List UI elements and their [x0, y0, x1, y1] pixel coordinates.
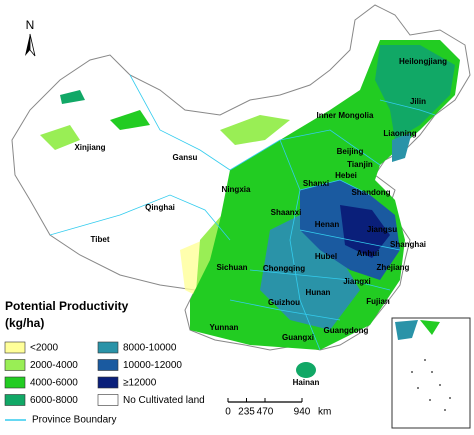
- scale-bar: 0 235 470 940 km: [225, 398, 331, 418]
- province-label: Guangdong: [324, 326, 369, 335]
- legend-swatch: [4, 394, 26, 406]
- province-label: Shanghai: [390, 240, 426, 249]
- province-label: Shanxi: [303, 179, 329, 188]
- province-label: Guangxi: [282, 333, 314, 342]
- legend-swatch: [97, 376, 119, 389]
- province-label: Shandong: [351, 188, 390, 197]
- province-label: Inner Mongolia: [317, 111, 374, 120]
- legend-label: 6000-8000: [30, 395, 78, 406]
- province-label: Hainan: [293, 378, 320, 387]
- province-label: Yunnan: [210, 323, 239, 332]
- productivity-areas: [40, 40, 460, 378]
- province-label: Liaoning: [383, 129, 416, 138]
- province-label: Tianjin: [347, 160, 373, 169]
- province-label: Jilin: [410, 97, 426, 106]
- scale-label: 235: [238, 407, 255, 418]
- legend-swatch: [4, 341, 26, 354]
- legend-swatch: [4, 359, 26, 371]
- scale-unit: km: [318, 407, 331, 418]
- province-label: Hubel: [315, 252, 337, 261]
- province-label: Hunan: [306, 288, 331, 297]
- legend-label: No Cultivated land: [123, 395, 205, 406]
- legend: Potential Productivity (kg/ha) <2000 2000…: [4, 299, 205, 426]
- legend-swatch: [97, 341, 119, 354]
- scale-label: 470: [257, 407, 274, 418]
- legend-swatch: [97, 359, 119, 371]
- province-label: Ningxia: [222, 185, 251, 194]
- legend-title: (kg/ha): [5, 316, 44, 330]
- legend-swatch: [97, 394, 119, 406]
- province-label: Heilongjiang: [399, 57, 447, 66]
- legend-label: 8000-10000: [123, 343, 177, 354]
- province-labels: Heilongjiang Jilin Liaoning Inner Mongolia X…: [74, 57, 447, 387]
- north-label: N: [26, 18, 35, 32]
- province-label: Shaanxi: [271, 208, 302, 217]
- province-label: Anhui: [357, 249, 380, 258]
- province-label: Tibet: [91, 235, 110, 244]
- legend-label: Province Boundary: [32, 415, 117, 426]
- scale-label: 940: [294, 407, 311, 418]
- province-label: Hebei: [335, 171, 357, 180]
- province-label: Qinghai: [145, 203, 175, 212]
- legend-label: ≥12000: [123, 378, 157, 389]
- province-label: Guizhou: [268, 298, 300, 307]
- inset-south-china-sea: [391, 317, 471, 429]
- province-label: Xinjiang: [74, 143, 105, 152]
- province-label: Beijing: [337, 147, 364, 156]
- province-label: Henan: [315, 220, 340, 229]
- legend-swatch: [4, 376, 26, 389]
- province-label: Zhejiang: [377, 263, 410, 272]
- north-arrow: N: [25, 18, 36, 57]
- legend-label: 2000-4000: [30, 360, 78, 371]
- scale-label: 0: [225, 407, 231, 418]
- legend-label: 4000-6000: [30, 378, 78, 389]
- legend-label: <2000: [30, 343, 59, 354]
- province-label: Sichuan: [216, 263, 247, 272]
- province-boundaries: [49, 74, 436, 351]
- province-label: Gansu: [173, 153, 198, 162]
- province-label: Fujian: [366, 297, 390, 306]
- province-label: Jiangxi: [343, 277, 371, 286]
- province-label: Chongqing: [263, 264, 305, 273]
- legend-title: Potential Productivity: [5, 299, 129, 313]
- province-label: Jiangsu: [367, 225, 397, 234]
- legend-label: 10000-12000: [123, 360, 182, 371]
